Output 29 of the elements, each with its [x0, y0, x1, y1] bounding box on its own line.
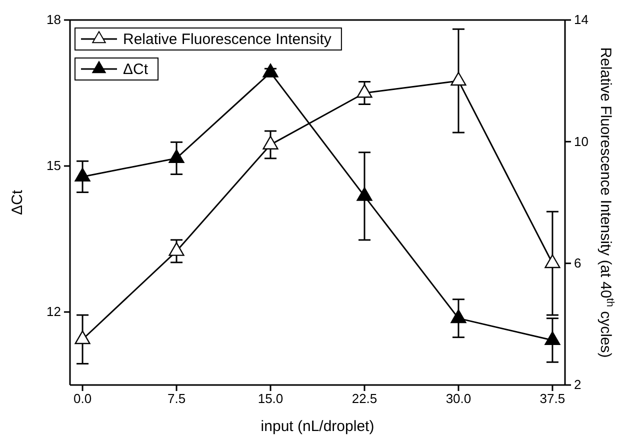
legend-label: Relative Fluorescence Intensity: [123, 31, 332, 48]
point: [262, 64, 278, 78]
y-tick-label: 12: [46, 304, 61, 320]
y2-tick-label: 14: [574, 12, 588, 28]
y-tick-label: 18: [46, 12, 61, 28]
x-axis-title: input (nL/droplet): [260, 418, 374, 435]
point: [74, 168, 90, 182]
x-tick-label: 37.5: [540, 391, 566, 406]
x-tick-label: 22.5: [352, 391, 378, 406]
y2-tick-label: 10: [574, 134, 588, 149]
point: [168, 149, 184, 163]
y-tick-label: 15: [46, 158, 61, 174]
point: [450, 309, 466, 324]
x-tick-label: 30.0: [446, 391, 472, 406]
x-tick-label: 0.0: [73, 391, 92, 406]
y2-tick-label: 2: [574, 377, 582, 392]
point: [168, 242, 184, 256]
point: [544, 331, 560, 345]
y2-tick-label: 6: [574, 255, 582, 270]
point: [450, 72, 466, 86]
point: [74, 330, 90, 344]
x-tick-label: 15.0: [258, 391, 284, 406]
point: [356, 187, 372, 201]
legend-label: ΔCt: [123, 61, 149, 78]
y-axis-title: ΔCt: [9, 189, 26, 216]
point: [544, 254, 560, 268]
point: [356, 84, 372, 98]
x-tick-label: 7.5: [167, 391, 186, 406]
point: [262, 136, 278, 150]
